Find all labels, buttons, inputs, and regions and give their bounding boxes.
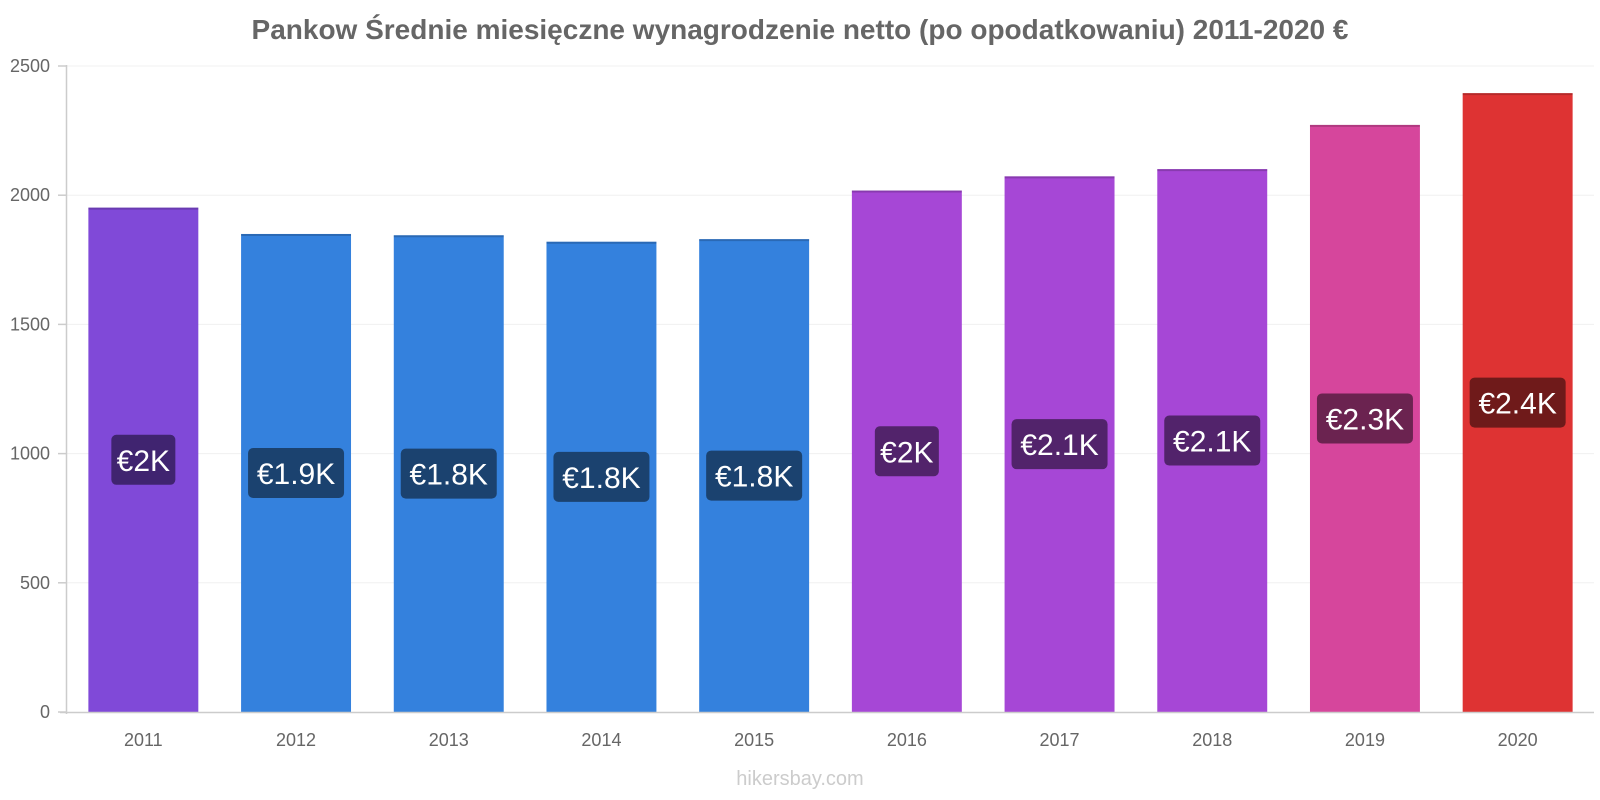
data-label-box [248,447,345,498]
data-label: €2.3K [1326,403,1404,436]
data-label: €1.9K [257,458,335,491]
x-tick-label: 2011 [124,730,163,750]
data-label-box [874,426,939,477]
data-label: €1.8K [715,461,793,494]
y-axis-ticks: 0 500 1000 1500 2000 2500 [10,56,66,722]
data-labels: €2K €1.9K €1.8K €1.8K €1.8K €2K €2.1K €2.1K €2.3… [111,377,1566,502]
data-label: €2K [117,445,170,478]
data-label: €1.8K [562,462,640,495]
data-label-box [1316,393,1413,444]
x-tick-label: 2018 [1192,730,1232,750]
x-tick-label: 2016 [887,730,927,750]
data-label: €1.8K [410,459,488,492]
x-tick-label: 2012 [276,730,316,750]
x-tick-label: 2017 [1040,730,1080,750]
data-label-box [1011,419,1108,470]
data-label: €2.1K [1173,426,1251,459]
data-label-box [1164,415,1261,466]
x-tick-label: 2020 [1498,730,1538,750]
y-tick-label: 2500 [10,56,50,76]
data-label: €2K [880,436,933,469]
data-label-box [706,450,803,501]
x-tick-label: 2014 [581,730,621,750]
data-label: €2.4K [1478,388,1556,421]
y-tick-label: 0 [40,702,50,722]
y-tick-label: 1000 [10,444,50,464]
y-tick-label: 2000 [10,185,50,205]
x-axis-ticks: 2011 2012 2013 2014 2015 2016 2017 2018 2019 2020 [124,730,1538,750]
data-label: €2.1K [1020,429,1098,462]
x-tick-label: 2019 [1345,730,1385,750]
chart-title: Pankow Średnie miesięczne wynagrodzenie … [251,14,1349,45]
x-tick-label: 2015 [734,730,774,750]
data-label-box [400,448,497,499]
data-label-box [111,434,176,485]
watermark: hikersbay.com [736,768,864,790]
data-label-box [553,451,650,502]
x-tick-label: 2013 [429,730,469,750]
y-tick-label: 500 [20,573,50,593]
data-label-box [1469,377,1566,428]
y-tick-label: 1500 [10,314,50,334]
